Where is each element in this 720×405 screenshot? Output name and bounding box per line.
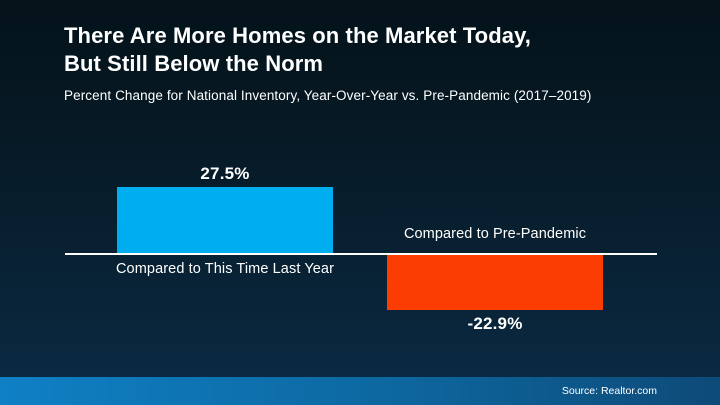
bar-positive (117, 187, 333, 253)
title-line-1: There Are More Homes on the Market Today… (64, 23, 532, 48)
category-label-negative: Compared to Pre-Pandemic (403, 226, 587, 242)
chart-subtitle: Percent Change for National Inventory, Y… (64, 88, 592, 103)
category-label-positive: Compared to This Time Last Year (115, 261, 335, 277)
value-label-negative: -22.9% (467, 314, 523, 333)
zero-baseline (65, 253, 657, 255)
title-line-2: But Still Below the Norm (64, 51, 324, 76)
source-attribution: Source: Realtor.com (561, 385, 657, 397)
value-label-positive: 27.5% (200, 164, 250, 183)
page-title: There Are More Homes on the Market Today… (64, 22, 531, 78)
bar-negative (387, 255, 603, 310)
footer-bar: Source: Realtor.com (0, 377, 720, 405)
